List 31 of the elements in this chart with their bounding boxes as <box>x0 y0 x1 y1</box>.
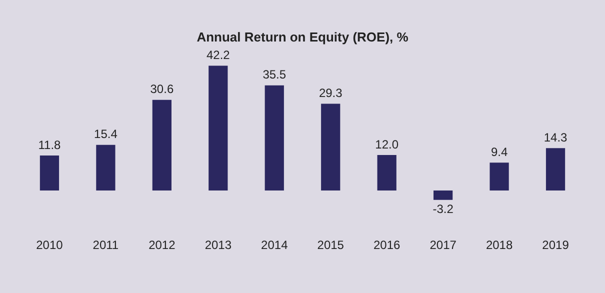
x-tick-label: 2011 <box>92 238 119 252</box>
bar <box>321 104 340 190</box>
x-tick-label: 2016 <box>373 238 401 252</box>
x-tick-label: 2018 <box>486 238 513 252</box>
bar <box>152 100 172 190</box>
bar <box>96 144 116 190</box>
data-label: 35.5 <box>262 68 286 82</box>
data-label: 42.2 <box>206 48 230 62</box>
x-tick-label: 2013 <box>204 238 232 252</box>
data-label: -3.2 <box>432 202 454 216</box>
x-tick-label: 2015 <box>317 238 344 252</box>
bar <box>264 85 284 190</box>
data-label: 14.3 <box>544 130 568 144</box>
bar <box>208 66 228 190</box>
bar <box>434 190 453 200</box>
bar <box>546 148 566 190</box>
data-label: 30.6 <box>150 82 174 96</box>
data-label: 12.0 <box>375 137 399 152</box>
data-label: 11.8 <box>38 138 62 152</box>
data-label: 15.4 <box>94 127 118 142</box>
x-tick-label: 2014 <box>261 238 288 252</box>
bar <box>490 162 509 190</box>
data-label: 9.4 <box>490 144 508 159</box>
x-tick-label: 2010 <box>36 238 64 252</box>
x-tick-label: 2012 <box>148 238 176 252</box>
x-tick-label: 2017 <box>430 238 457 252</box>
bar <box>377 154 396 190</box>
chart-title: Annual Return on Equity (ROE), % <box>196 29 409 44</box>
data-label: 29.3 <box>318 86 343 100</box>
bar <box>40 156 60 190</box>
x-tick-label: 2019 <box>542 238 570 252</box>
